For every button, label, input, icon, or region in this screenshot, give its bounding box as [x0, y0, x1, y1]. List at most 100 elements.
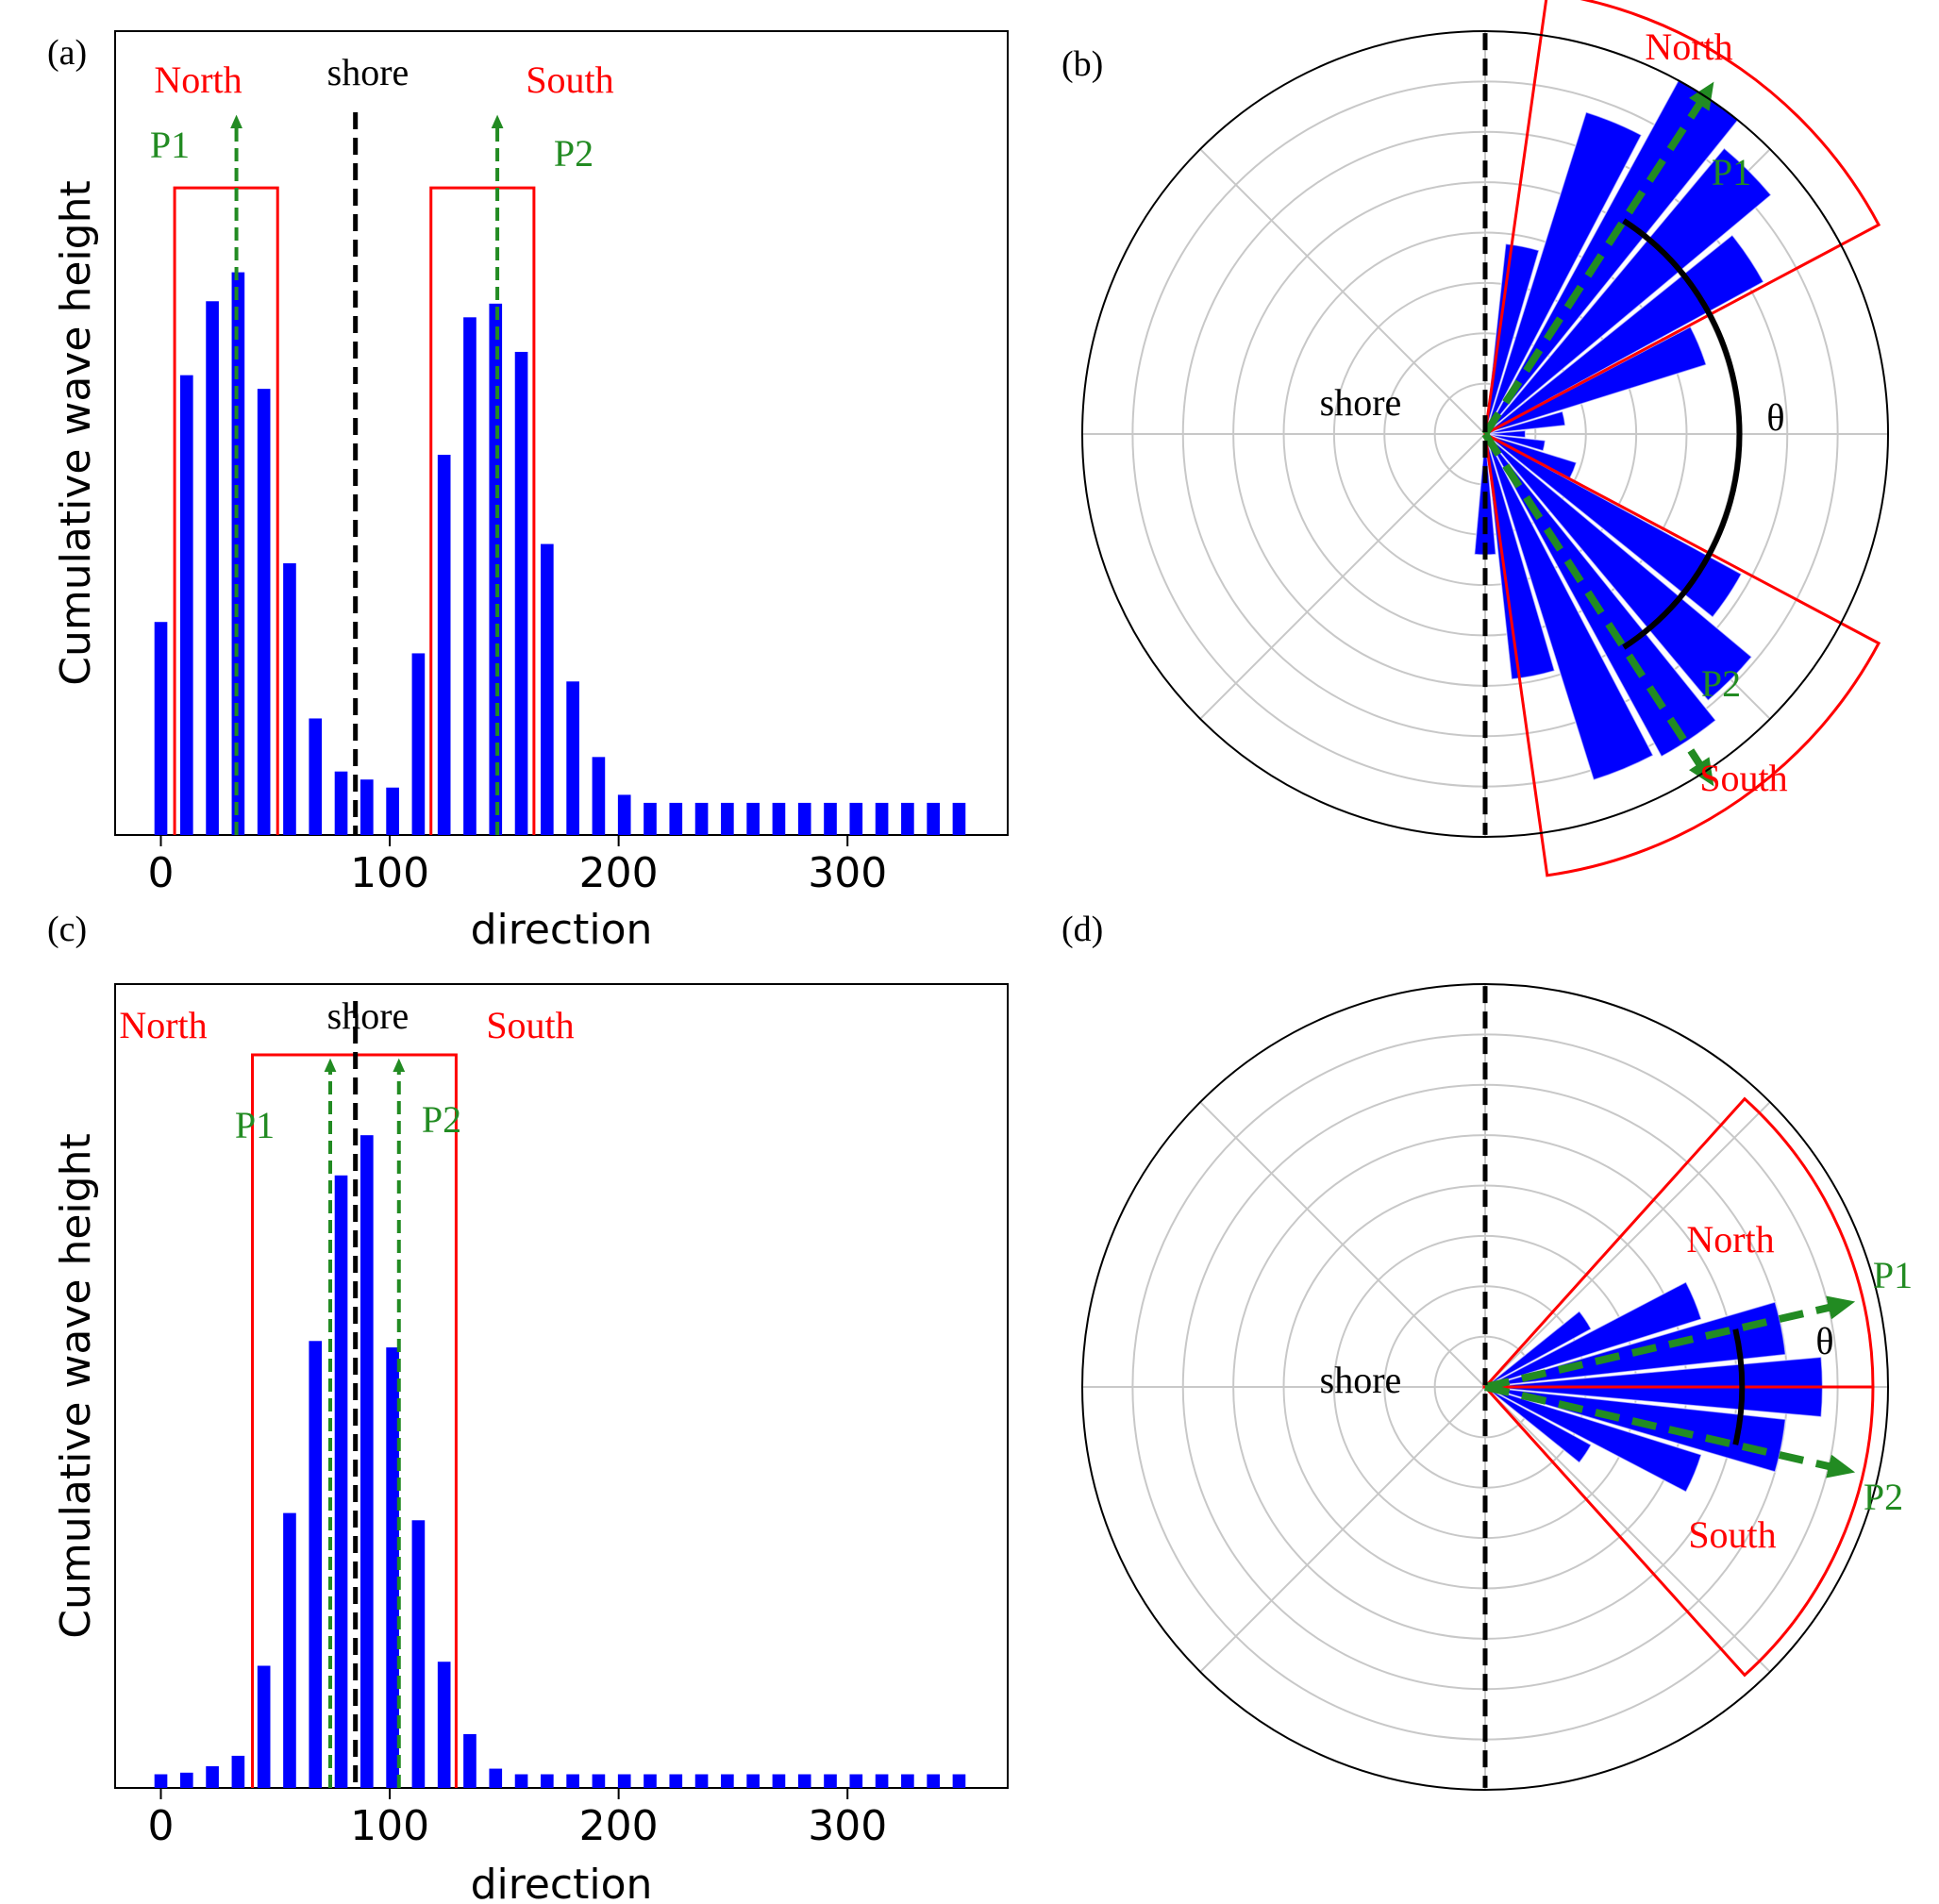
bar-3: [231, 1755, 245, 1788]
grid-spoke-7: [1484, 1386, 1771, 1673]
bar-12: [463, 317, 476, 835]
bar-11: [437, 1662, 451, 1788]
panel-a-histogram: (a) 0 100 200 300 direction Cumulative wave…: [47, 30, 1009, 954]
region-sector-1: [1481, 1385, 1875, 1678]
panel-b-p1-label: P1: [1712, 151, 1751, 193]
x-tick-label-2: 200: [579, 1802, 659, 1850]
panel-c-shore-label: shore: [327, 994, 410, 1037]
grid-spoke-5: [1199, 433, 1486, 720]
wedge-5: [1484, 1386, 1703, 1494]
bar-28: [875, 1774, 889, 1788]
panel-c-x-ticks: 0 100 200 300: [148, 1788, 887, 1850]
bar-4: [257, 389, 271, 835]
wedge-11: [1484, 433, 1753, 702]
bar-30: [927, 1774, 940, 1788]
panel-d-theta-arc: [1732, 1328, 1746, 1445]
bar-0: [154, 1774, 168, 1788]
bar-21: [694, 802, 709, 835]
bar-9: [386, 787, 399, 835]
peak-arrow-0: [1481, 81, 1714, 437]
bar-14: [514, 1774, 528, 1788]
peak-arrow-1: [1481, 431, 1714, 787]
panel-a-peak-arrows: [230, 114, 504, 835]
panel-b-south-label: South: [1699, 757, 1787, 799]
bar-13: [489, 1768, 503, 1788]
panel-c-bars: [154, 1135, 966, 1788]
x-tick-label-0: 0: [148, 849, 175, 897]
panel-c-ylabel: Cumulative wave height: [52, 1133, 100, 1638]
panel-b-shore-label: shore: [1320, 381, 1402, 424]
panel-a-north-label: North: [154, 58, 242, 101]
panel-a-shore-label: shore: [327, 51, 410, 93]
wedge-1: [1484, 110, 1643, 435]
wedge-6: [1484, 410, 1566, 435]
wedge-7: [1484, 429, 1527, 439]
bar-26: [824, 1774, 837, 1788]
bar-19: [644, 802, 657, 835]
panel-c-label: (c): [47, 910, 87, 949]
grid-spoke-3: [1199, 148, 1486, 435]
x-tick-label-1: 100: [350, 1802, 429, 1850]
panel-a-p1-label: P1: [150, 124, 190, 166]
bar-5: [283, 1512, 296, 1788]
bar-12: [463, 1733, 476, 1788]
bar-6: [309, 1341, 323, 1788]
grid-spoke-5: [1199, 1386, 1486, 1673]
panel-d-p2-label: P2: [1864, 1476, 1903, 1518]
bar-24: [772, 802, 786, 835]
bar-14: [514, 351, 528, 835]
bar-27: [849, 1774, 863, 1788]
panel-a-label: (a): [47, 33, 87, 73]
bar-18: [617, 794, 631, 835]
bar-26: [824, 802, 837, 835]
panel-a-plot-frame: [114, 30, 1009, 836]
peak-arrow-1: [1484, 1383, 1856, 1478]
bar-22: [721, 802, 734, 835]
bar-4: [257, 1665, 271, 1788]
region-sector-0: [1483, 0, 1881, 437]
panel-a-p2-label: P2: [554, 132, 593, 175]
panel-b-outer-circle: [1081, 30, 1889, 838]
bar-11: [437, 455, 451, 835]
bar-2: [206, 301, 219, 836]
region-sector-1: [1483, 431, 1881, 877]
bar-2: [206, 1765, 219, 1788]
bar-16: [566, 1774, 579, 1788]
panel-b-north-label: North: [1645, 25, 1732, 68]
bar-7: [334, 1175, 348, 1788]
grid-spoke-1: [1484, 1101, 1771, 1388]
wedge-14: [1484, 433, 1556, 680]
bar-31: [952, 1774, 966, 1788]
bar-29: [901, 1774, 914, 1788]
panel-d-outer-circle: [1081, 983, 1889, 1791]
panel-c-south-label: South: [486, 1004, 574, 1046]
x-tick-label-0: 0: [148, 1802, 175, 1850]
bar-27: [849, 802, 863, 835]
panel-a-south-label: South: [526, 58, 613, 101]
region-sector-0: [1481, 1096, 1875, 1389]
panel-b-theta-label: θ: [1766, 396, 1784, 439]
panel-a-bars: [154, 272, 966, 836]
wedge-4: [1484, 1386, 1787, 1474]
bar-1: [179, 375, 193, 835]
bar-24: [772, 1774, 786, 1788]
bar-16: [566, 681, 579, 835]
bar-23: [746, 1774, 760, 1788]
bar-21: [694, 1774, 709, 1788]
wedge-0: [1484, 1310, 1593, 1388]
panel-d-south-label: South: [1688, 1513, 1776, 1556]
wedge-0: [1484, 242, 1541, 435]
bar-20: [669, 1774, 683, 1788]
x-tick-label-2: 200: [579, 849, 659, 897]
panel-d-label: (d): [1061, 910, 1103, 949]
bar-17: [592, 1774, 606, 1788]
panel-a-xlabel: direction: [471, 906, 653, 954]
wedge-1: [1484, 1280, 1703, 1388]
wedge-5: [1484, 326, 1708, 435]
bar-5: [283, 563, 296, 835]
region-box-1: [429, 186, 536, 835]
bar-15: [541, 543, 554, 835]
grid-spoke-3: [1199, 1101, 1486, 1388]
wedge-12: [1484, 433, 1717, 758]
